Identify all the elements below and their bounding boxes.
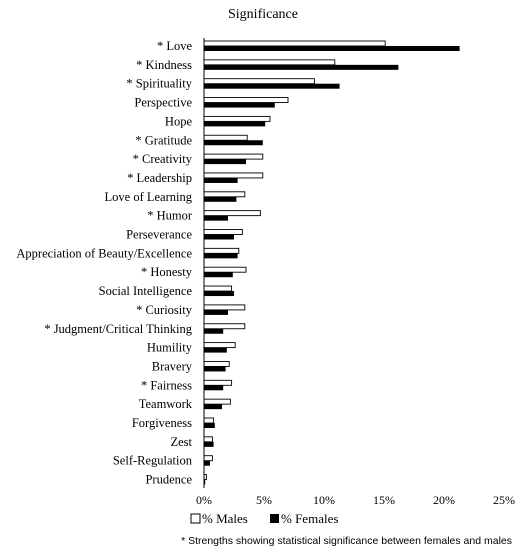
bar-males <box>203 97 289 104</box>
bar-females <box>204 404 222 410</box>
category-label: Perseverance <box>126 228 192 242</box>
bar-males <box>203 398 231 405</box>
bar-females <box>204 291 234 297</box>
bar-males <box>203 210 261 217</box>
x-tick-label: 0% <box>196 493 212 507</box>
bar-females <box>204 64 399 70</box>
x-tick-label: 25% <box>493 493 515 507</box>
category-label: Humility <box>147 341 193 355</box>
bar-females <box>204 347 227 353</box>
bar-females <box>204 423 215 428</box>
bar-females <box>204 46 460 51</box>
bar-females <box>204 121 266 127</box>
bar-males <box>203 266 247 273</box>
legend-label-females: % Females <box>281 511 338 526</box>
bar-females <box>204 140 263 146</box>
bar-males <box>203 191 246 198</box>
bar-females <box>204 272 233 278</box>
bar-males <box>203 379 233 386</box>
bar-males <box>203 304 246 311</box>
bar-males <box>203 417 215 424</box>
bar-males <box>203 134 248 141</box>
bar-females <box>204 309 228 315</box>
bar-males <box>203 323 246 330</box>
category-label: * Kindness <box>136 58 192 72</box>
bar-females <box>204 460 210 466</box>
bar-males <box>203 78 315 85</box>
bar-males <box>203 40 386 47</box>
chart-title: Significance <box>228 7 298 22</box>
bar-females <box>204 253 238 259</box>
legend: % Males % Females <box>190 511 338 526</box>
category-label: * Spirituality <box>126 77 192 91</box>
bar-females <box>204 215 228 221</box>
legend-swatch-males <box>190 513 201 524</box>
category-label: * Curiosity <box>136 303 193 317</box>
x-tick-label: 20% <box>433 493 455 507</box>
bar-females <box>204 385 224 391</box>
category-label: * Love <box>157 39 193 53</box>
category-label: Perspective <box>134 96 192 110</box>
category-label: Hope <box>165 114 193 128</box>
bar-males <box>203 172 264 179</box>
x-tick-label: 10% <box>313 493 335 507</box>
category-label: * Fairness <box>141 378 192 392</box>
bar-males <box>203 247 240 254</box>
bar-males <box>203 455 213 462</box>
legend-label-males: % Males <box>202 511 248 526</box>
bar-females <box>204 441 214 447</box>
bar-males <box>203 153 264 160</box>
category-label: Teamwork <box>139 397 193 411</box>
category-label: * Honesty <box>141 265 193 279</box>
bars-group <box>203 40 460 485</box>
bar-females <box>204 234 234 240</box>
bar-females <box>204 159 246 165</box>
bar-females <box>204 177 238 183</box>
x-tick-label: 5% <box>256 493 272 507</box>
bar-males <box>203 361 230 367</box>
x-tick-label: 15% <box>373 493 395 507</box>
category-labels: * Love * Kindness * Spirituality Perspectiv… <box>16 39 192 487</box>
legend-swatch-females <box>270 514 279 523</box>
bar-males <box>203 115 271 122</box>
category-label: * Creativity <box>133 152 193 166</box>
bar-females <box>204 83 340 89</box>
bar-females <box>204 366 226 372</box>
bar-males <box>203 229 243 235</box>
bar-females <box>204 102 275 108</box>
category-label: * Humor <box>147 209 193 223</box>
bar-females <box>204 328 224 334</box>
category-label: Appreciation of Beauty/Excellence <box>16 246 192 260</box>
footnote: * Strengths showing statistical signific… <box>181 535 512 547</box>
category-label: Self-Regulation <box>113 454 193 468</box>
category-label: Forgiveness <box>132 416 192 430</box>
bar-males <box>203 285 233 292</box>
category-label: Zest <box>170 435 192 449</box>
x-axis-ticks: 0% 5% 10% 15% 20% 25% <box>196 493 515 507</box>
category-label: Love of Learning <box>105 190 193 204</box>
bar-females <box>204 196 237 202</box>
category-label: Social Intelligence <box>99 284 193 298</box>
category-label: * Gratitude <box>135 133 192 147</box>
bar-males <box>203 59 336 66</box>
category-label: Prudence <box>145 473 192 487</box>
category-label: * Leadership <box>127 171 192 185</box>
category-label: * Judgment/Critical Thinking <box>44 322 192 336</box>
bar-females <box>204 479 206 485</box>
category-label: Bravery <box>152 359 193 373</box>
bar-males <box>203 436 213 443</box>
bar-males <box>203 342 236 349</box>
